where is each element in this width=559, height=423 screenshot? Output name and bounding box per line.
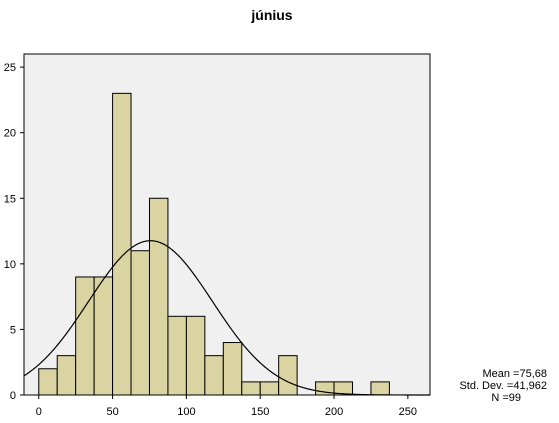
histogram-bar bbox=[370, 381, 390, 396]
histogram-bar bbox=[185, 315, 206, 396]
stats-mean: Mean =75,68 bbox=[482, 368, 547, 380]
histogram-bar bbox=[259, 381, 280, 396]
x-tick-label: 250 bbox=[399, 406, 417, 418]
histogram-bar bbox=[148, 197, 169, 396]
y-tick-label: 25 bbox=[4, 62, 16, 74]
histogram-bar bbox=[130, 250, 150, 396]
x-tick-label: 200 bbox=[325, 406, 343, 418]
stats-std-dev: Std. Dev. =41,962 bbox=[459, 380, 547, 392]
histogram-bar bbox=[93, 276, 114, 396]
y-tick-label: 10 bbox=[4, 259, 16, 271]
chart-title: június bbox=[250, 7, 292, 23]
histogram-bar bbox=[112, 92, 132, 396]
histogram-bar bbox=[241, 381, 261, 396]
y-tick-label: 0 bbox=[10, 390, 16, 402]
histogram-bar bbox=[56, 355, 77, 396]
histogram-bar bbox=[333, 381, 353, 396]
x-tick-label: 50 bbox=[106, 406, 118, 418]
x-tick-label: 100 bbox=[177, 406, 195, 418]
x-tick-label: 0 bbox=[36, 406, 42, 418]
histogram-bar bbox=[38, 368, 58, 396]
histogram-bar bbox=[278, 355, 298, 396]
y-tick-label: 20 bbox=[4, 128, 16, 140]
y-tick-label: 15 bbox=[4, 193, 16, 205]
histogram-bar bbox=[222, 342, 243, 396]
histogram-bar bbox=[204, 355, 224, 396]
bars-group bbox=[38, 92, 390, 396]
histogram-bar bbox=[167, 315, 187, 396]
x-tick-label: 150 bbox=[251, 406, 269, 418]
normal-curve bbox=[23, 240, 430, 396]
y-tick-label: 5 bbox=[10, 324, 16, 336]
stats-n: N =99 bbox=[491, 392, 521, 404]
histogram-bar bbox=[75, 276, 95, 396]
